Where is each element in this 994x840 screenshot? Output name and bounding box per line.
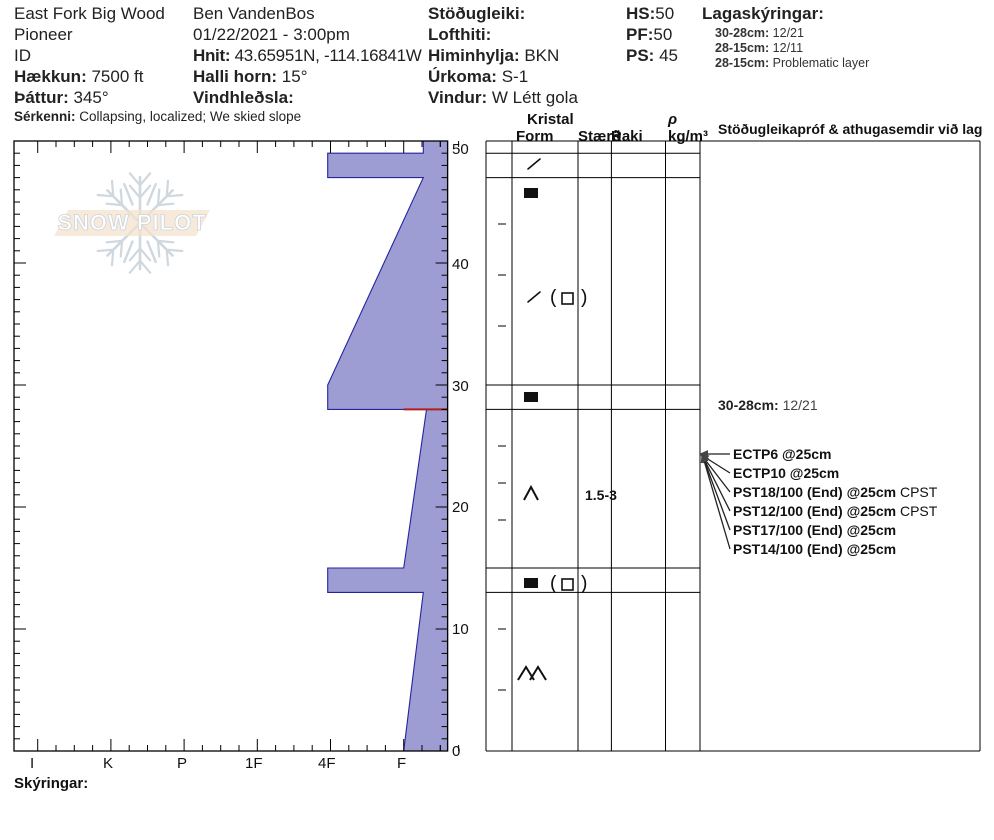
svg-text:): ) <box>578 287 589 309</box>
svg-text:(: ( <box>548 287 559 309</box>
svg-text:1.5-3: 1.5-3 <box>585 487 617 503</box>
svg-text:SNOW PILOT: SNOW PILOT <box>57 210 206 235</box>
svg-text:): ) <box>578 573 589 595</box>
svg-text:(: ( <box>548 573 559 595</box>
